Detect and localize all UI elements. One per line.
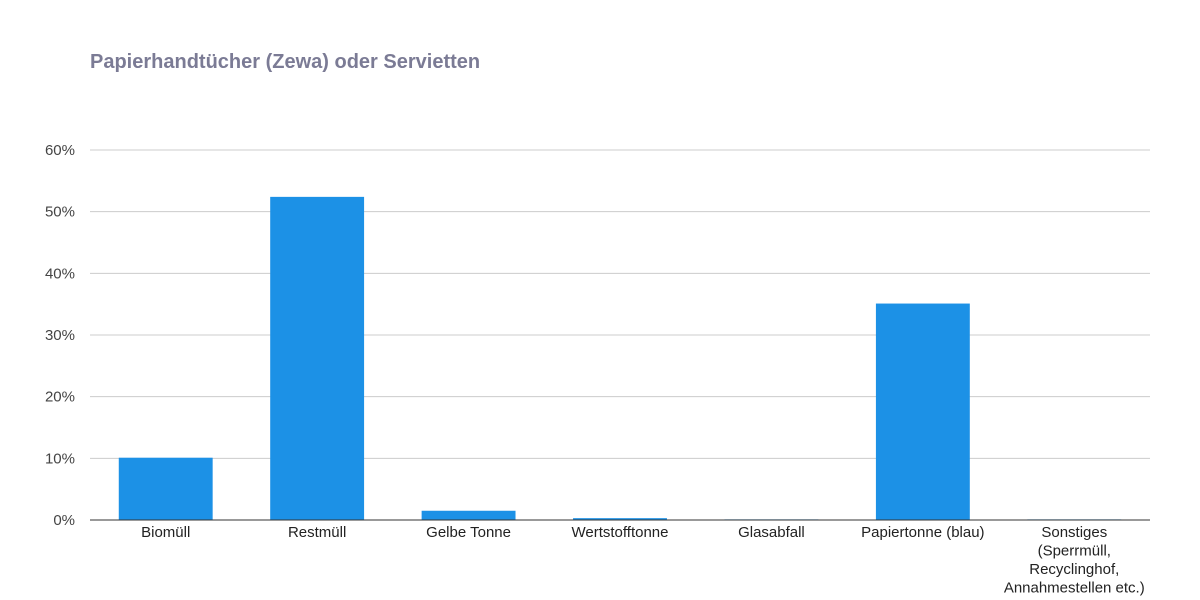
bar [875,303,970,520]
bar [421,510,516,520]
x-tick-label: Sonstiges (Sperrmüll, Recyclinghof, Annahme… [1004,524,1145,597]
x-tick-label: Papiertonne (blau) [861,524,984,541]
y-tick-label: 30% [45,327,75,344]
bar [270,196,365,520]
y-tick-label: 40% [45,265,75,282]
y-tick-label: 20% [45,389,75,406]
x-tick-label: Biomüll [141,524,190,541]
x-tick-label: Glasabfall [738,524,805,541]
bar [573,518,667,520]
chart-title: Papierhandtücher (Zewa) oder Servietten [90,51,481,73]
y-tick-label: 0% [53,512,75,529]
x-tick-label: Gelbe Tonne [426,524,511,541]
bar [118,457,213,520]
y-tick-label: 10% [45,450,75,467]
x-tick-label: Restmüll [288,524,346,541]
y-tick-label: 60% [45,142,75,159]
x-tick-label: Wertstofftonne [571,524,668,541]
y-tick-label: 50% [45,204,75,221]
